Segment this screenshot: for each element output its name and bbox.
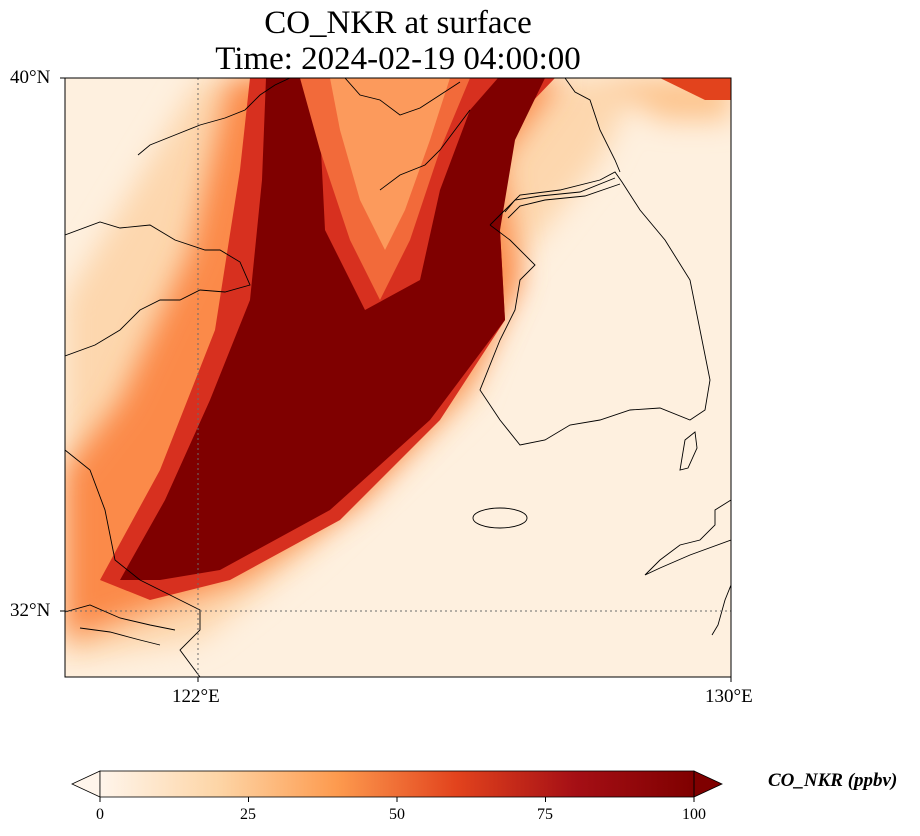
yangtze-island bbox=[79, 627, 161, 646]
map-subtitle: Time: 2024-02-19 04:00:00 bbox=[215, 41, 581, 77]
ne-patch bbox=[660, 78, 731, 100]
plume-core bbox=[120, 78, 545, 580]
tick-marks bbox=[60, 77, 732, 682]
korea-coast bbox=[479, 171, 711, 446]
kyushu-coast bbox=[644, 499, 731, 576]
map-frame bbox=[64, 77, 732, 678]
colorbar-bar bbox=[100, 771, 694, 797]
korea-border-2 bbox=[507, 183, 621, 219]
colorbar-tick-50: 50 bbox=[389, 806, 405, 823]
colorbar-tick-100: 100 bbox=[682, 806, 706, 823]
yangtze-estuary bbox=[65, 604, 176, 631]
colorbar-tick-75: 75 bbox=[537, 806, 553, 823]
colorbar-tick-0: 0 bbox=[96, 806, 104, 823]
shandong-coast bbox=[65, 221, 251, 357]
coastlines bbox=[65, 78, 731, 677]
yangtze-coast bbox=[65, 449, 201, 677]
liaodong-coast bbox=[344, 78, 461, 116]
colorbar-tick-25: 25 bbox=[240, 806, 256, 823]
colorbar-extend-high bbox=[693, 770, 723, 798]
colorbar bbox=[71, 770, 723, 802]
lat-tick-32n: 32°N bbox=[10, 600, 51, 621]
bohai-coast bbox=[137, 78, 291, 156]
lon-tick-122e: 122°E bbox=[172, 686, 220, 707]
korea-north-coast bbox=[564, 78, 621, 173]
tsushima-island bbox=[679, 431, 698, 471]
colorbar-extend-low bbox=[71, 770, 101, 798]
kyushu-south bbox=[711, 584, 731, 636]
colorbar-label: CO_NKR (ppbv) bbox=[768, 770, 898, 791]
lon-tick-130e: 130°E bbox=[705, 686, 753, 707]
liaodong-south bbox=[379, 109, 471, 191]
korea-border bbox=[504, 177, 616, 213]
map-title: CO_NKR at surface bbox=[264, 5, 532, 41]
gridlines bbox=[65, 78, 731, 677]
jeju-island bbox=[472, 507, 528, 529]
plume-inner-light bbox=[330, 78, 450, 250]
concentration-field bbox=[65, 78, 731, 677]
lat-tick-40n: 40°N bbox=[10, 67, 51, 88]
